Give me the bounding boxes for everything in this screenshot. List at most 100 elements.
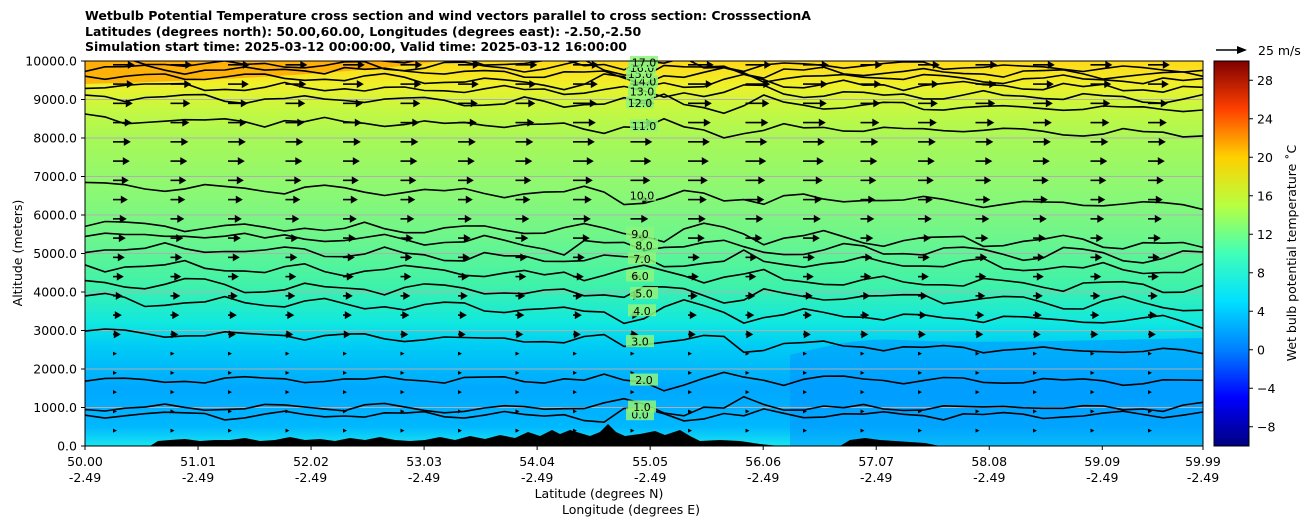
wind-vector-head [353,137,361,146]
x-tick-label-longitude: -2.49 [634,470,666,485]
wind-vector-head [400,409,405,414]
contour-label-bg [626,269,654,282]
wind-vector-head [182,118,190,127]
wind-vector-head [472,61,480,69]
wind-vector-head [468,137,476,146]
wind-vector-head [411,137,419,146]
wind-vector-head [170,409,175,414]
wind-vector-head [918,330,926,339]
wind-vector-head [124,118,132,127]
wind-vector-head [918,351,922,356]
x-axis: 50.00-2.4951.01-2.4952.02-2.4953.03-2.49… [67,446,1221,485]
quiver-key-label: 25 m/s [1258,43,1301,58]
y-tick-label: 7000.0 [33,169,77,184]
wind-vector-head [706,61,714,69]
wind-vector-head [688,370,692,375]
y-tick-label: 8000.0 [33,131,77,146]
wind-vector-head [118,234,126,243]
wind-vector-head [868,195,876,204]
wind-vector-head [925,195,933,204]
wind-vector-head [586,157,594,166]
wind-vector-head [177,214,185,223]
wind-vector-head [860,351,865,356]
terrain-2 [840,438,940,446]
wind-vector-head [577,253,585,262]
wind-vector-head [181,137,189,146]
title-line-3: Simulation start time: 2025-03-12 00:00:… [85,39,627,54]
wind-vector-head [400,428,405,433]
wind-vector-head [803,409,807,414]
wind-vector-head [1090,351,1095,356]
wind-vector-head [813,214,821,223]
wind-vector-head [1047,61,1055,69]
wind-vector-head [467,157,475,166]
wind-vector-head [975,428,980,433]
wind-vector-head [1148,409,1152,414]
wind-vector-head [860,409,865,414]
wind-vector-head [356,80,364,89]
wind-vector-head [1091,330,1099,339]
wind-vector-head [927,157,935,166]
wind-vector-head [120,195,128,204]
contour-label: 12.0 [628,97,653,110]
wind-vector-head [865,253,873,262]
wind-vector-head [815,176,823,185]
wind-vector-head [981,234,989,243]
wind-vector-head [987,118,995,127]
y-axis-label: Altitude (meters) [10,200,25,307]
wind-vector-head [1093,291,1101,300]
wind-vector-head [1037,253,1045,262]
wind-vector-head [989,80,997,89]
wind-vector-head [285,409,290,414]
wind-vector-head [918,370,922,375]
wind-vector-head [803,330,811,339]
wind-vector-head [413,99,421,108]
wind-vector-head [928,137,936,146]
wind-vector-head [515,370,520,375]
wind-vector-head [1034,311,1042,320]
wind-vector-head [351,176,359,185]
contour-label-bg [626,335,654,348]
wind-vector-head [690,291,698,300]
wind-vector-head [461,272,469,281]
wind-vector-head [458,330,466,339]
wind-vector-head [573,330,581,339]
wind-vector-head [803,351,807,356]
wind-vector-head [521,234,529,243]
wind-vector-head [688,330,696,339]
wind-vector-head [863,291,871,300]
wind-vector-head [1159,118,1167,127]
colorbar-tick-label: 20 [1257,150,1273,165]
y-tick-label: 0.0 [57,439,77,454]
x-tick-label-latitude: 55.05 [632,454,668,469]
colorbar-tick-label: 0 [1257,342,1265,357]
wind-vector-head [345,291,353,300]
wind-vector-head [1097,214,1105,223]
contour-label-bg [630,286,658,299]
wind-vector-head [812,234,820,243]
wind-vector-head [236,176,244,185]
contour-label: 10.0 [630,189,655,202]
wind-vector-head [761,118,769,127]
wind-vector-head [347,253,355,262]
wind-vector-head [113,351,117,356]
wind-vector-head [929,118,937,127]
wind-vector-head [405,253,413,262]
wind-vector-head [688,428,692,433]
wind-vector-head [860,390,865,395]
wind-vector-head [630,390,635,395]
contour-label-bg [626,96,654,109]
wind-vector-head [1033,370,1037,375]
terrain [150,424,780,446]
wind-vector-head [703,118,711,127]
wind-vector-head [975,390,980,395]
wind-vector-head [1104,80,1112,89]
wind-vector-head [344,311,352,320]
wind-vector-head [803,390,807,395]
colorbar-ticks: −8 −4 0 4 8 12 16 20 24 28 [1249,73,1275,434]
wind-vector-head [1035,291,1043,300]
wind-vector-head [293,195,301,204]
x-tick-label-latitude: 54.04 [519,454,555,469]
wind-vector-head [864,272,872,281]
x-tick-label-latitude: 58.08 [971,454,1007,469]
